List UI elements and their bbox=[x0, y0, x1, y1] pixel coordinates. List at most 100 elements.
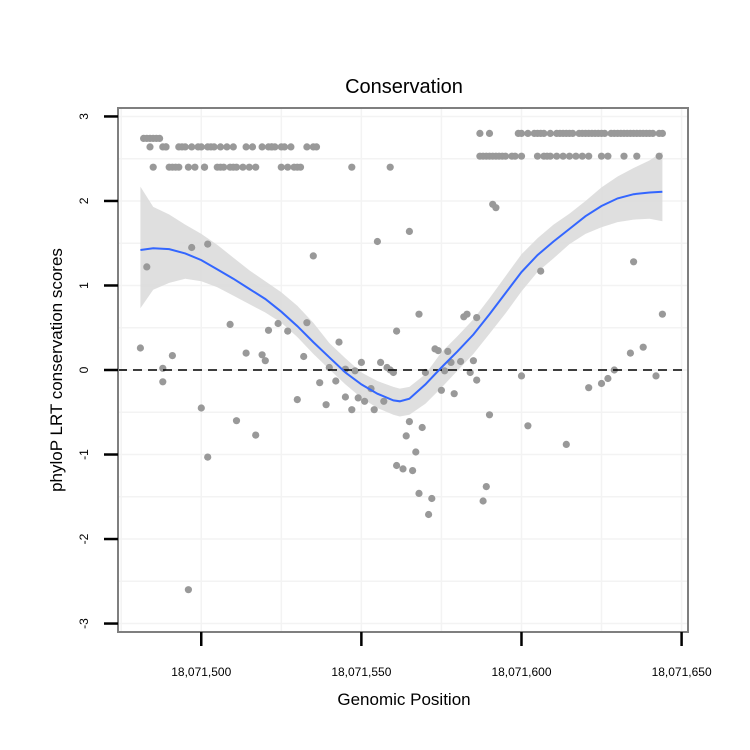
data-point bbox=[540, 129, 548, 137]
data-point bbox=[501, 152, 510, 160]
y-tick-label: -2 bbox=[77, 533, 91, 544]
data-point bbox=[175, 163, 183, 171]
data-point bbox=[517, 372, 526, 380]
data-point bbox=[418, 423, 426, 432]
data-point bbox=[482, 483, 490, 491]
data-point bbox=[197, 404, 205, 412]
data-point bbox=[658, 129, 667, 137]
data-point bbox=[649, 129, 657, 137]
data-point bbox=[393, 461, 401, 470]
data-point bbox=[296, 163, 305, 171]
data-point bbox=[239, 163, 247, 171]
data-point bbox=[143, 134, 151, 142]
data-point bbox=[354, 394, 362, 402]
data-point bbox=[485, 129, 494, 137]
data-point bbox=[188, 243, 196, 252]
data-point bbox=[562, 440, 570, 448]
data-point bbox=[200, 163, 209, 171]
data-point bbox=[386, 163, 394, 171]
confidence-ribbon bbox=[140, 151, 663, 417]
data-point bbox=[402, 432, 410, 440]
data-point bbox=[248, 143, 257, 151]
y-axis-ticks: -3 -2 -1 0 1 2 3 bbox=[77, 113, 118, 629]
data-point bbox=[242, 349, 250, 357]
data-point bbox=[229, 143, 237, 151]
data-point bbox=[159, 378, 167, 386]
data-point bbox=[162, 143, 170, 151]
data-point bbox=[601, 129, 609, 137]
data-point bbox=[444, 347, 452, 355]
data-point bbox=[210, 143, 218, 151]
data-point bbox=[284, 327, 292, 335]
y-tick-label: 2 bbox=[77, 197, 91, 204]
data-point bbox=[405, 227, 413, 235]
data-point bbox=[277, 163, 285, 171]
x-axis-title: Genomic Position bbox=[337, 690, 470, 709]
data-point bbox=[303, 319, 311, 327]
data-point bbox=[204, 240, 212, 248]
data-point bbox=[492, 204, 500, 212]
data-point bbox=[630, 258, 638, 266]
data-point bbox=[597, 379, 606, 388]
data-point bbox=[332, 377, 340, 385]
data-point bbox=[357, 358, 365, 366]
data-point bbox=[335, 338, 343, 346]
data-point bbox=[312, 143, 321, 151]
data-point bbox=[585, 152, 593, 160]
confidence-band bbox=[140, 151, 663, 417]
data-point bbox=[316, 379, 324, 387]
data-point bbox=[415, 310, 423, 318]
data-point bbox=[476, 129, 484, 137]
data-point bbox=[559, 152, 567, 160]
data-point bbox=[425, 510, 433, 519]
data-point bbox=[284, 163, 292, 171]
data-point bbox=[457, 357, 465, 366]
x-tick-label: 18,071,500 bbox=[171, 665, 231, 679]
data-point bbox=[485, 411, 494, 419]
data-point bbox=[524, 422, 532, 430]
data-point bbox=[184, 586, 192, 594]
data-point bbox=[377, 358, 385, 366]
data-point bbox=[264, 326, 273, 334]
y-tick-label: 1 bbox=[77, 282, 91, 289]
data-point bbox=[300, 352, 308, 361]
data-point bbox=[511, 152, 519, 160]
data-point bbox=[159, 364, 167, 372]
data-point bbox=[524, 129, 532, 137]
data-point bbox=[258, 143, 266, 151]
data-point bbox=[261, 357, 269, 365]
data-point bbox=[245, 163, 253, 171]
data-point bbox=[604, 374, 612, 383]
data-point bbox=[136, 344, 144, 352]
y-tick-label: -1 bbox=[77, 449, 91, 460]
data-point bbox=[258, 351, 266, 359]
data-point bbox=[572, 152, 580, 160]
data-point bbox=[143, 263, 151, 271]
data-point bbox=[578, 152, 586, 160]
data-point bbox=[597, 152, 606, 160]
data-point bbox=[537, 267, 545, 275]
scatter-points bbox=[136, 129, 667, 594]
data-point bbox=[322, 401, 330, 409]
data-point bbox=[405, 418, 413, 426]
data-point bbox=[633, 152, 641, 160]
smooth-line bbox=[140, 190, 663, 403]
data-point bbox=[204, 453, 212, 461]
data-point bbox=[479, 497, 487, 505]
data-point bbox=[655, 152, 663, 160]
data-point bbox=[226, 320, 234, 328]
x-axis-ticks: 18,071,500 18,071,550 18,071,600 18,071,650 bbox=[171, 632, 712, 679]
data-point bbox=[274, 319, 282, 328]
data-point bbox=[434, 347, 442, 355]
loess-curve bbox=[140, 190, 663, 403]
data-point bbox=[216, 143, 225, 151]
data-point bbox=[341, 393, 349, 401]
x-tick-label: 18,071,550 bbox=[331, 665, 391, 679]
data-point bbox=[437, 386, 445, 394]
data-point bbox=[280, 143, 289, 151]
y-tick-label: -3 bbox=[77, 618, 91, 629]
data-point bbox=[361, 397, 369, 405]
data-point bbox=[473, 376, 481, 384]
x-tick-label: 18,071,650 bbox=[652, 665, 712, 679]
